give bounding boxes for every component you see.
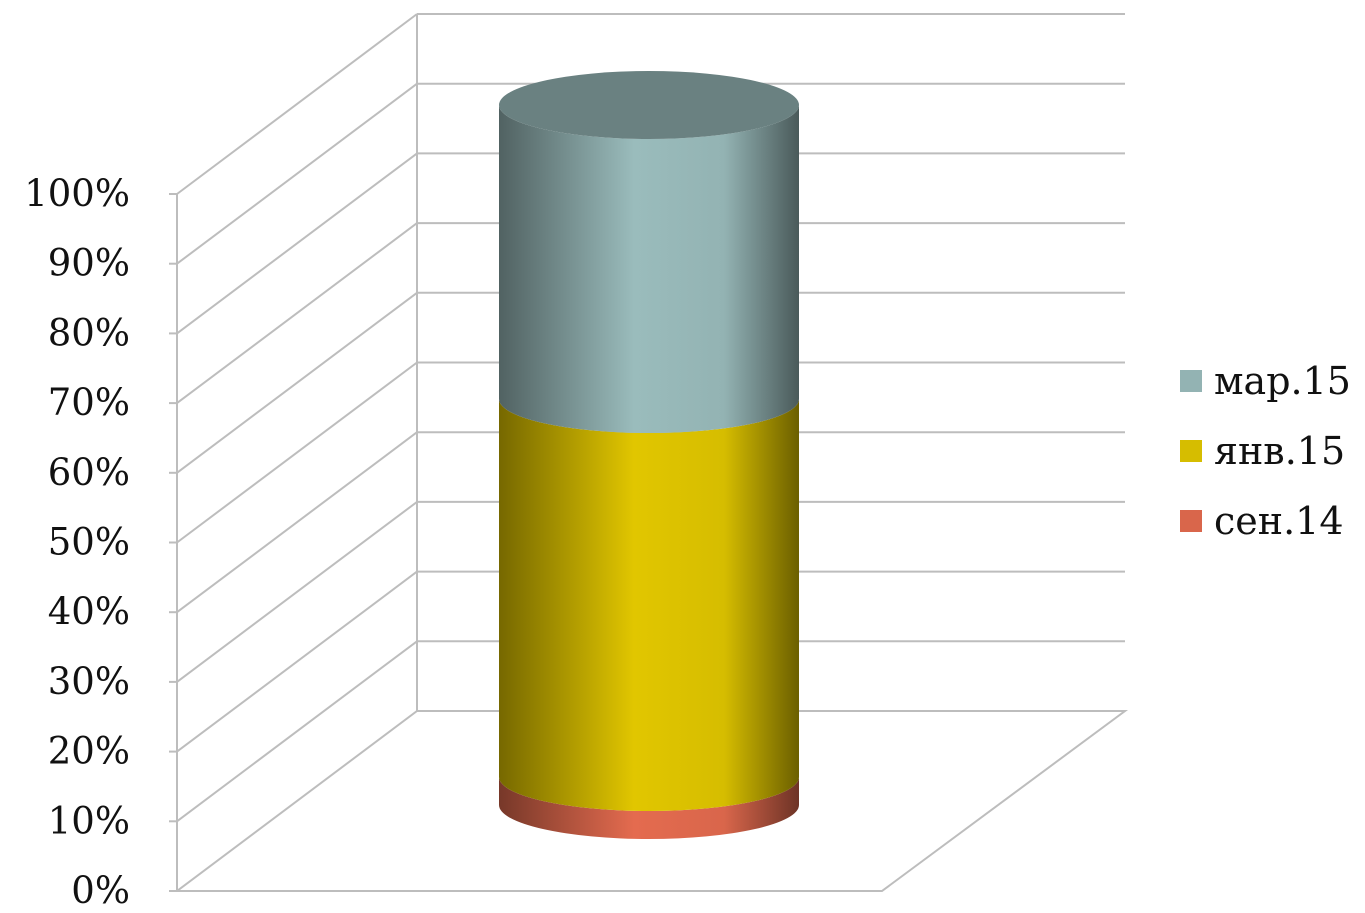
grid-line-side: [177, 502, 417, 682]
grid-line-side: [177, 363, 417, 543]
y-tick-label: 20%: [48, 730, 130, 773]
grid-line-side: [177, 14, 417, 194]
cylinder-segment: [499, 105, 799, 433]
legend: мар.15 янв.15 сен.14: [1180, 359, 1351, 543]
cylinder-segment: [499, 399, 799, 811]
y-tick-label: 100%: [24, 172, 130, 215]
y-tick-label: 90%: [48, 242, 130, 285]
legend-label: янв.15: [1214, 429, 1345, 473]
y-axis-ticks: 0% 10% 20% 30% 40% 50% 60% 70% 80% 90% 100%: [24, 172, 177, 912]
legend-swatch: [1180, 370, 1202, 392]
grid-line-side: [177, 84, 417, 264]
y-tick-label: 10%: [48, 799, 130, 842]
legend-swatch: [1180, 510, 1202, 532]
grid-line-side: [177, 293, 417, 473]
grid-line-side: [177, 223, 417, 403]
legend-swatch: [1180, 440, 1202, 462]
grid-line-side: [177, 432, 417, 612]
grid-line-side: [177, 153, 417, 333]
grid-line-side: [177, 572, 417, 752]
y-tick-label: 40%: [48, 590, 130, 633]
y-tick-label: 30%: [48, 660, 130, 703]
legend-label: сен.14: [1214, 499, 1344, 543]
y-tick-label: 70%: [48, 381, 130, 424]
cylinder-bar: [499, 71, 799, 839]
legend-label: мар.15: [1214, 359, 1351, 403]
grid-line-side: [177, 641, 417, 821]
cylinder-top-cap: [499, 71, 799, 139]
y-tick-label: 80%: [48, 311, 130, 354]
y-tick-label: 50%: [48, 521, 130, 564]
y-tick-label: 60%: [48, 451, 130, 494]
y-tick-label: 0%: [71, 869, 130, 912]
